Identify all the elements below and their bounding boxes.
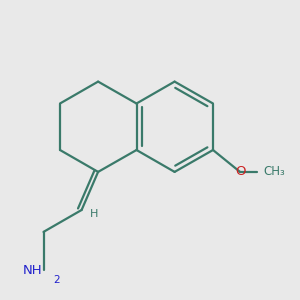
Text: NH: NH (22, 263, 42, 277)
Text: H: H (90, 208, 98, 219)
Text: O: O (235, 165, 245, 178)
Text: 2: 2 (53, 275, 59, 285)
Text: CH₃: CH₃ (263, 165, 285, 178)
